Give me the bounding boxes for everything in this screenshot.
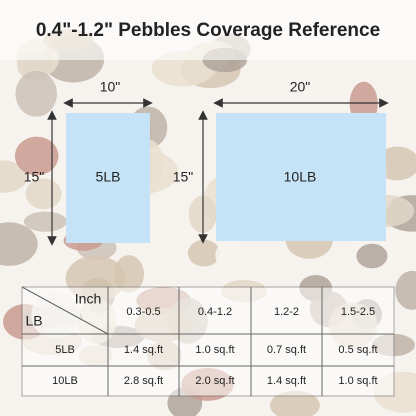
width-label: 10"	[100, 79, 121, 95]
column-header: 0.4-1.2	[198, 306, 232, 318]
cell: 1.0 sq.ft	[195, 344, 234, 356]
height-label: 15"	[173, 169, 194, 185]
width-label: 20"	[290, 79, 311, 95]
cell: 1.4 sq.ft	[267, 375, 306, 387]
cell: 1.0 sq.ft	[338, 375, 377, 387]
corner-top: Inch	[75, 291, 101, 307]
coverage-table: Inch LB 0.3-0.5 0.4-1.2 1.2-2 1.5-2.5 5LB 1.4…	[21, 286, 395, 397]
column-header: 1.2-2	[274, 306, 299, 318]
pebble	[0, 222, 38, 266]
corner-bottom: LB	[25, 313, 42, 329]
weight-label: 10LB	[284, 169, 317, 185]
pebble	[215, 240, 248, 271]
weight-label: 5LB	[96, 169, 121, 185]
corner-diagonal	[21, 286, 109, 335]
cell: 0.5 sq.ft	[338, 344, 377, 356]
pebble	[187, 239, 221, 267]
small-area	[66, 113, 150, 243]
pebble	[15, 70, 58, 117]
pebble	[356, 243, 388, 269]
cell: 2.0 sq.ft	[195, 375, 234, 387]
title-band	[0, 0, 416, 60]
table-frame	[21, 286, 395, 397]
cell: 0.7 sq.ft	[267, 344, 306, 356]
title: 0.4"-1.2" Pebbles Coverage Reference	[36, 20, 380, 41]
pebble	[113, 255, 145, 293]
row-header: 10LB	[52, 375, 78, 387]
pebble	[269, 390, 320, 416]
column-header: 0.3-0.5	[126, 306, 160, 318]
cell: 2.8 sq.ft	[124, 375, 163, 387]
height-label: 15"	[24, 169, 45, 185]
column-header: 1.5-2.5	[341, 306, 375, 318]
large-area	[216, 113, 386, 241]
cell: 1.4 sq.ft	[124, 344, 163, 356]
row-header: 5LB	[55, 344, 75, 356]
pebble	[395, 270, 416, 310]
